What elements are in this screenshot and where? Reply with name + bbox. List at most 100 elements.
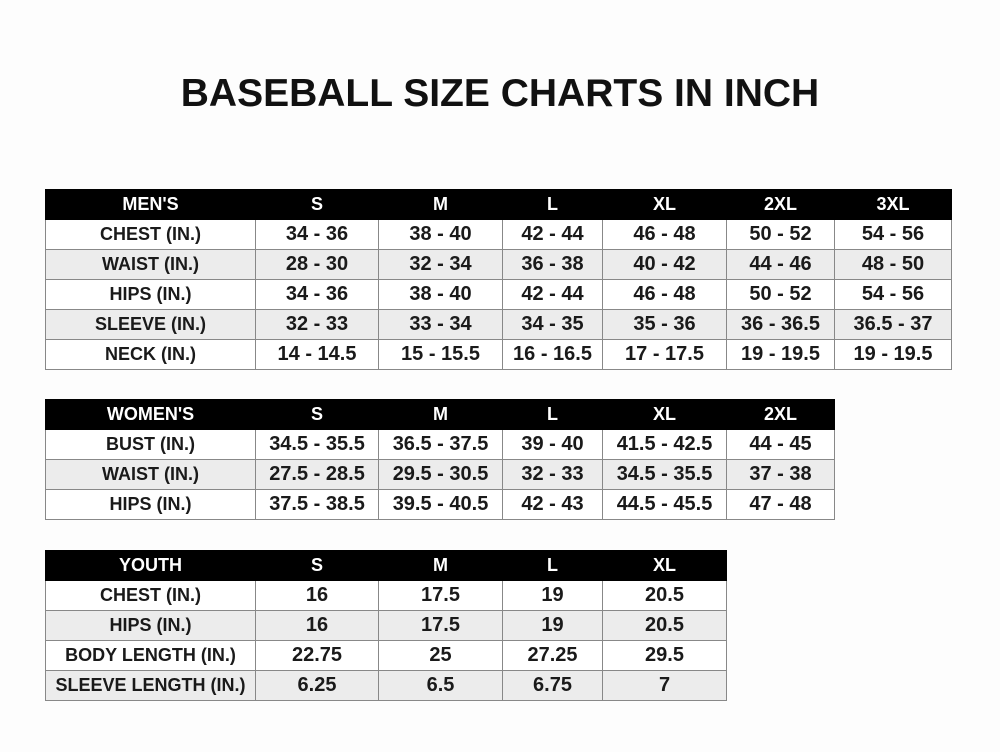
size-value-cell: 17.5	[378, 610, 503, 641]
youth-size-table: YOUTH S M L XL CHEST (IN.) 16 17.5 19 20.5 HIPS (I…	[45, 550, 727, 701]
size-column-header: L	[502, 399, 603, 430]
size-value-cell: 36 - 38	[502, 249, 603, 280]
size-value-cell: 14 - 14.5	[255, 339, 379, 370]
size-value-cell: 16	[255, 580, 379, 611]
table-category-header: YOUTH	[45, 550, 256, 581]
size-column-header: XL	[602, 399, 727, 430]
table-header-row: WOMEN'S S M L XL 2XL	[45, 399, 835, 430]
size-value-cell: 36.5 - 37.5	[378, 429, 503, 460]
table-row: SLEEVE (IN.) 32 - 33 33 - 34 34 - 35 35 - 36…	[45, 309, 952, 340]
table-row: CHEST (IN.) 16 17.5 19 20.5	[45, 580, 727, 611]
size-value-cell: 29.5 - 30.5	[378, 459, 503, 490]
table-row: HIPS (IN.) 34 - 36 38 - 40 42 - 44 46 - 48 50…	[45, 279, 952, 310]
measurement-label: HIPS (IN.)	[45, 489, 256, 520]
size-column-header: S	[255, 399, 379, 430]
size-value-cell: 15 - 15.5	[378, 339, 503, 370]
size-value-cell: 34 - 35	[502, 309, 603, 340]
size-value-cell: 50 - 52	[726, 219, 835, 250]
size-value-cell: 47 - 48	[726, 489, 835, 520]
size-column-header: M	[378, 189, 503, 220]
measurement-label: BODY LENGTH (IN.)	[45, 640, 256, 671]
table-row: BUST (IN.) 34.5 - 35.5 36.5 - 37.5 39 - 40 4…	[45, 429, 835, 460]
size-value-cell: 41.5 - 42.5	[602, 429, 727, 460]
size-column-header: S	[255, 550, 379, 581]
table-row: HIPS (IN.) 37.5 - 38.5 39.5 - 40.5 42 - 43 4…	[45, 489, 835, 520]
table-row: CHEST (IN.) 34 - 36 38 - 40 42 - 44 46 - 48 5…	[45, 219, 952, 250]
size-value-cell: 19 - 19.5	[834, 339, 952, 370]
size-value-cell: 34.5 - 35.5	[255, 429, 379, 460]
size-value-cell: 46 - 48	[602, 219, 727, 250]
size-value-cell: 22.75	[255, 640, 379, 671]
size-value-cell: 32 - 34	[378, 249, 503, 280]
measurement-label: WAIST (IN.)	[45, 249, 256, 280]
size-value-cell: 34 - 36	[255, 279, 379, 310]
size-column-header: XL	[602, 550, 727, 581]
size-value-cell: 44.5 - 45.5	[602, 489, 727, 520]
size-value-cell: 35 - 36	[602, 309, 727, 340]
table-row: WAIST (IN.) 27.5 - 28.5 29.5 - 30.5 32 - 33…	[45, 459, 835, 490]
size-value-cell: 44 - 46	[726, 249, 835, 280]
size-value-cell: 6.75	[502, 670, 603, 701]
size-value-cell: 16 - 16.5	[502, 339, 603, 370]
size-value-cell: 36.5 - 37	[834, 309, 952, 340]
size-value-cell: 42 - 44	[502, 219, 603, 250]
size-column-header: M	[378, 550, 503, 581]
size-value-cell: 39 - 40	[502, 429, 603, 460]
size-value-cell: 32 - 33	[502, 459, 603, 490]
size-value-cell: 17 - 17.5	[602, 339, 727, 370]
size-value-cell: 38 - 40	[378, 279, 503, 310]
size-value-cell: 42 - 43	[502, 489, 603, 520]
size-value-cell: 34 - 36	[255, 219, 379, 250]
size-value-cell: 38 - 40	[378, 219, 503, 250]
size-value-cell: 6.25	[255, 670, 379, 701]
size-value-cell: 25	[378, 640, 503, 671]
measurement-label: SLEEVE LENGTH (IN.)	[45, 670, 256, 701]
table-row: NECK (IN.) 14 - 14.5 15 - 15.5 16 - 16.5 17 …	[45, 339, 952, 370]
size-value-cell: 48 - 50	[834, 249, 952, 280]
size-value-cell: 40 - 42	[602, 249, 727, 280]
measurement-label: CHEST (IN.)	[45, 219, 256, 250]
measurement-label: SLEEVE (IN.)	[45, 309, 256, 340]
size-column-header: S	[255, 189, 379, 220]
size-value-cell: 46 - 48	[602, 279, 727, 310]
size-value-cell: 27.25	[502, 640, 603, 671]
mens-size-table: MEN'S S M L XL 2XL 3XL CHEST (IN.) 34 - 36 38 - 4…	[45, 189, 952, 370]
size-value-cell: 20.5	[602, 580, 727, 611]
womens-size-table: WOMEN'S S M L XL 2XL BUST (IN.) 34.5 - 35.5 36.5…	[45, 399, 835, 520]
size-value-cell: 34.5 - 35.5	[602, 459, 727, 490]
size-value-cell: 37 - 38	[726, 459, 835, 490]
measurement-label: WAIST (IN.)	[45, 459, 256, 490]
size-value-cell: 19	[502, 580, 603, 611]
table-category-header: MEN'S	[45, 189, 256, 220]
table-header-row: MEN'S S M L XL 2XL 3XL	[45, 189, 952, 220]
table-category-header: WOMEN'S	[45, 399, 256, 430]
size-column-header: XL	[602, 189, 727, 220]
table-header-row: YOUTH S M L XL	[45, 550, 727, 581]
measurement-label: BUST (IN.)	[45, 429, 256, 460]
size-column-header: 2XL	[726, 399, 835, 430]
size-value-cell: 39.5 - 40.5	[378, 489, 503, 520]
page-title: BASEBALL SIZE CHARTS IN INCH	[180, 72, 820, 115]
size-value-cell: 54 - 56	[834, 219, 952, 250]
size-value-cell: 42 - 44	[502, 279, 603, 310]
table-row: HIPS (IN.) 16 17.5 19 20.5	[45, 610, 727, 641]
size-value-cell: 32 - 33	[255, 309, 379, 340]
measurement-label: HIPS (IN.)	[45, 610, 256, 641]
table-row: WAIST (IN.) 28 - 30 32 - 34 36 - 38 40 - 42 4…	[45, 249, 952, 280]
size-value-cell: 19 - 19.5	[726, 339, 835, 370]
size-value-cell: 27.5 - 28.5	[255, 459, 379, 490]
size-value-cell: 44 - 45	[726, 429, 835, 460]
size-column-header: M	[378, 399, 503, 430]
size-value-cell: 19	[502, 610, 603, 641]
size-value-cell: 37.5 - 38.5	[255, 489, 379, 520]
table-row: BODY LENGTH (IN.) 22.75 25 27.25 29.5	[45, 640, 727, 671]
size-value-cell: 6.5	[378, 670, 503, 701]
measurement-label: CHEST (IN.)	[45, 580, 256, 611]
measurement-label: NECK (IN.)	[45, 339, 256, 370]
size-column-header: L	[502, 550, 603, 581]
size-value-cell: 16	[255, 610, 379, 641]
table-row: SLEEVE LENGTH (IN.) 6.25 6.5 6.75 7	[45, 670, 727, 701]
size-value-cell: 20.5	[602, 610, 727, 641]
size-column-header: L	[502, 189, 603, 220]
measurement-label: HIPS (IN.)	[45, 279, 256, 310]
